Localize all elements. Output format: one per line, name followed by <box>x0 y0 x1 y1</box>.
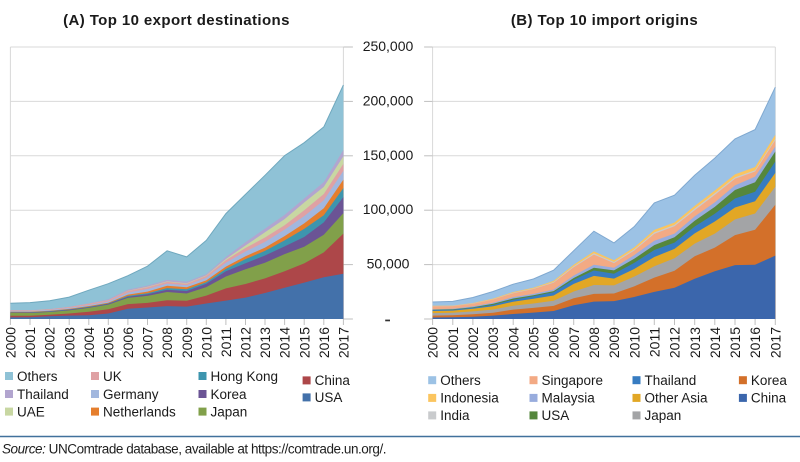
svg-text:Japan: Japan <box>645 408 682 423</box>
svg-text:2005: 2005 <box>526 327 542 358</box>
svg-text:Netherlands: Netherlands <box>103 404 176 419</box>
svg-text:2015: 2015 <box>727 327 743 358</box>
svg-text:2001: 2001 <box>22 327 38 358</box>
svg-text:50,000: 50,000 <box>367 256 410 272</box>
svg-text:Korea: Korea <box>211 387 248 402</box>
svg-text:2006: 2006 <box>120 327 136 358</box>
svg-text:Malaysia: Malaysia <box>542 391 596 406</box>
svg-text:Thailand: Thailand <box>645 373 697 388</box>
svg-text:China: China <box>315 373 351 388</box>
svg-text:USA: USA <box>542 408 570 423</box>
svg-text:Japan: Japan <box>211 404 248 419</box>
svg-text:2003: 2003 <box>485 327 501 358</box>
svg-text:Others: Others <box>17 369 58 384</box>
svg-text:2004: 2004 <box>81 327 97 358</box>
svg-text:Other Asia: Other Asia <box>645 391 709 406</box>
svg-text:2016: 2016 <box>747 327 763 358</box>
svg-text:250,000: 250,000 <box>363 38 414 54</box>
svg-text:Hong Kong: Hong Kong <box>211 369 279 384</box>
svg-text:2011: 2011 <box>646 327 662 357</box>
svg-text:2013: 2013 <box>257 327 273 358</box>
svg-text:2012: 2012 <box>667 327 683 358</box>
svg-text:2008: 2008 <box>586 327 602 358</box>
svg-text:Korea: Korea <box>751 373 788 388</box>
svg-text:2012: 2012 <box>238 327 254 358</box>
svg-text:China: China <box>751 391 787 406</box>
svg-text:2006: 2006 <box>546 327 562 358</box>
svg-text:(B) Top 10 import origins: (B) Top 10 import origins <box>511 12 698 29</box>
svg-text:2017: 2017 <box>336 327 352 358</box>
svg-text:200,000: 200,000 <box>363 92 414 108</box>
svg-text:Thailand: Thailand <box>17 387 69 402</box>
svg-text:2007: 2007 <box>140 327 156 358</box>
svg-text:2013: 2013 <box>687 327 703 358</box>
svg-text:India: India <box>440 408 470 423</box>
svg-text:150,000: 150,000 <box>363 147 414 163</box>
svg-text:Others: Others <box>440 373 481 388</box>
svg-text:2000: 2000 <box>425 327 441 358</box>
svg-text:2007: 2007 <box>566 327 582 358</box>
svg-text:2014: 2014 <box>277 327 293 358</box>
svg-text:2004: 2004 <box>505 327 521 358</box>
svg-text:UAE: UAE <box>17 404 45 419</box>
svg-text:2000: 2000 <box>3 327 19 358</box>
svg-text:Source: UNComtrade database, a: Source: UNComtrade database, available a… <box>2 442 386 457</box>
svg-text:100,000: 100,000 <box>363 201 414 217</box>
svg-text:UK: UK <box>103 369 122 384</box>
svg-text:2015: 2015 <box>296 327 312 358</box>
svg-text:Indonesia: Indonesia <box>440 391 499 406</box>
svg-text:2003: 2003 <box>61 327 77 358</box>
svg-text:USA: USA <box>315 390 343 405</box>
svg-text:2009: 2009 <box>179 327 195 358</box>
svg-text:2010: 2010 <box>626 327 642 358</box>
svg-text:2009: 2009 <box>606 327 622 358</box>
svg-text:2011: 2011 <box>218 327 234 357</box>
svg-text:2002: 2002 <box>42 327 58 358</box>
svg-text:2010: 2010 <box>198 327 214 358</box>
svg-text:(A) Top 10 export destinations: (A) Top 10 export destinations <box>63 12 290 29</box>
svg-text:2001: 2001 <box>445 327 461 358</box>
svg-text:2016: 2016 <box>316 327 332 358</box>
svg-text:2017: 2017 <box>767 327 783 358</box>
svg-text:Singapore: Singapore <box>542 373 604 388</box>
svg-text:2008: 2008 <box>159 327 175 358</box>
svg-text:2005: 2005 <box>100 327 116 358</box>
svg-text:Germany: Germany <box>103 387 159 402</box>
svg-text:2014: 2014 <box>707 327 723 358</box>
svg-text:2002: 2002 <box>465 327 481 358</box>
